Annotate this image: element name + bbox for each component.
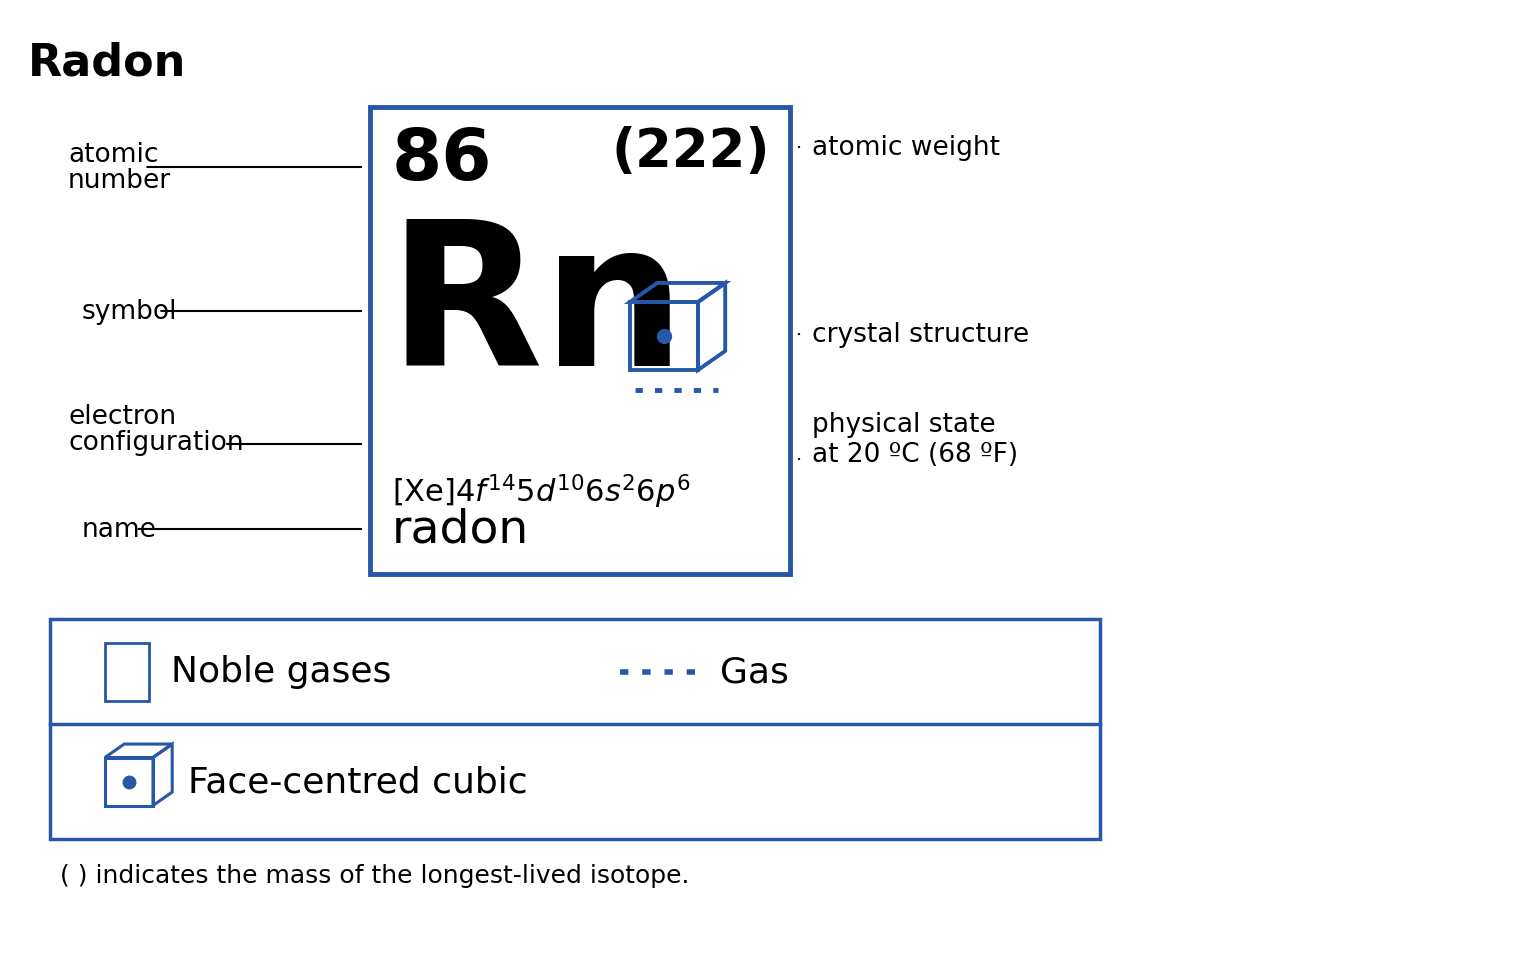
Text: $\rm [Xe]4\mathit{f}^{14}5\mathit{d}^{10}6\mathit{s}^{2}6\mathit{p}^{6}$: $\rm [Xe]4\mathit{f}^{14}5\mathit{d}^{10… [392, 472, 690, 511]
Text: crystal structure: crystal structure [813, 322, 1029, 347]
Text: Gas: Gas [720, 655, 790, 689]
Text: Face-centred cubic: Face-centred cubic [187, 765, 528, 799]
Text: (222): (222) [611, 126, 770, 178]
Text: Rn: Rn [389, 213, 687, 408]
Text: configuration: configuration [68, 429, 244, 456]
Text: atomic: atomic [68, 142, 158, 168]
Text: physical state
at 20 ºC (68 ºF): physical state at 20 ºC (68 ºF) [813, 412, 1018, 467]
Text: number: number [68, 167, 170, 194]
Bar [51, 619, 1100, 839]
Text: electron: electron [68, 404, 177, 429]
Text: Radon: Radon [28, 42, 186, 85]
Text: atomic weight: atomic weight [813, 135, 1000, 160]
Bar [104, 758, 154, 806]
Text: symbol: symbol [81, 298, 178, 325]
Bar [370, 108, 790, 574]
Bar [630, 302, 697, 371]
Bar [104, 643, 149, 701]
Text: 86: 86 [392, 126, 493, 195]
Text: radon: radon [392, 508, 530, 553]
Text: Noble gases: Noble gases [170, 655, 392, 689]
Text: name: name [81, 516, 157, 543]
Text: ( ) indicates the mass of the longest-lived isotope.: ( ) indicates the mass of the longest-li… [60, 864, 690, 887]
